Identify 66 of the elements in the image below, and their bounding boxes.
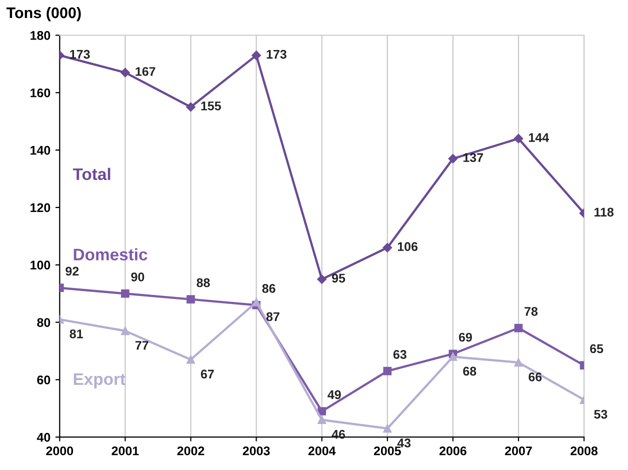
x-tick-label: 2007 [505,446,532,456]
point [383,366,392,376]
x-tick-label: 2002 [177,446,204,456]
text: Total [72,168,110,180]
point [382,243,392,252]
x-tick-label: 2006 [439,446,466,456]
point [318,407,326,416]
y-tick-label: 180 [30,31,50,40]
data-label: 49 [328,390,341,400]
y-tick-label: 160 [30,88,50,98]
data-label: 106 [398,242,418,252]
data-label: 87 [266,312,280,322]
point [121,326,130,336]
point [120,68,130,78]
point [514,358,523,367]
y-tick-label: 140 [30,146,50,155]
data-label: 69 [458,332,472,342]
data-label: 155 [201,102,221,110]
data-label: 43 [397,438,411,448]
point [121,289,130,298]
series-label: Domestic [74,248,148,260]
data-label: 137 [463,153,483,162]
data-label: 88 [196,278,210,288]
x-tick-label: 2000 [46,446,74,456]
data-label: 77 [135,341,148,350]
point [317,274,326,284]
y-tick-label: 40 [36,432,50,442]
data-label: 63 [393,350,406,359]
point [448,154,458,164]
point [186,355,195,364]
data-label: 167 [136,67,156,76]
data-label: 144 [529,133,550,142]
x-tick-label: 2004 [308,446,336,456]
x-tick-label: 2008 [570,446,598,456]
point [514,134,524,144]
data-label: 86 [262,284,276,293]
data-label: 90 [131,272,144,282]
data-label: 81 [70,329,83,338]
point [252,50,261,60]
data-label: 65 [590,344,604,354]
data-label: 173 [70,50,90,59]
point [186,295,195,304]
point [252,298,260,306]
y-axis-title: Tons (000) [6,6,81,22]
data-label: 53 [594,410,608,419]
x-tick-label: 2001 [112,446,139,456]
data-label: 66 [528,372,542,382]
point [448,352,458,361]
y-tick-label: 100 [30,260,50,270]
data-label: 78 [524,306,538,316]
y-tick-label: 120 [30,203,50,212]
y-tick-label: 80 [37,318,50,327]
data-label: 173 [266,50,286,59]
data-label: 118 [594,208,614,217]
point [383,424,392,433]
x-tick-label: 2003 [242,446,270,456]
data-label: 67 [200,370,214,379]
data-label: 95 [332,274,346,283]
point [514,324,523,332]
data-label: 68 [463,366,476,376]
point [186,102,196,112]
x-tick-label: 2005 [374,446,401,456]
y-tick-label: 60 [37,375,50,384]
point [318,416,326,424]
data-label: 92 [66,266,79,276]
text: Export [74,373,126,388]
